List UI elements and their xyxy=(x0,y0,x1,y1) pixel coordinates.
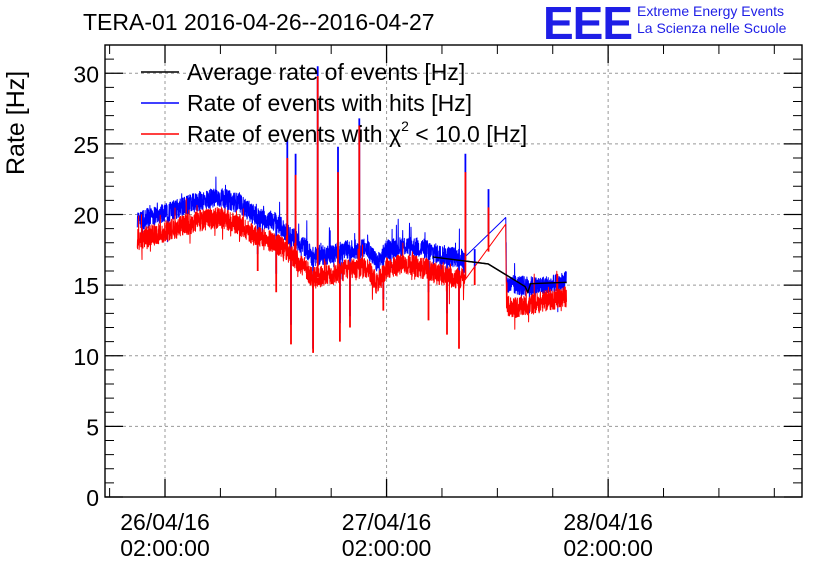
legend-label-hits: Rate of events with hits [Hz] xyxy=(187,90,472,116)
series-line-average-top xyxy=(432,256,567,295)
series-line-chi2 xyxy=(136,76,567,353)
legend: Average rate of events [Hz] Rate of event… xyxy=(141,59,527,147)
chart-title: TERA-01 2016-04-26--2016-04-27 xyxy=(83,9,435,35)
y-tick-label: 20 xyxy=(73,203,99,229)
x-tick-label-date: 28/04/16 xyxy=(563,509,653,535)
y-axis-label: Rate [Hz] xyxy=(2,70,30,175)
x-tick-label-date: 26/04/16 xyxy=(120,509,210,535)
y-tick-label: 5 xyxy=(86,414,99,440)
logo-line-2: La Scienza nelle Scuole xyxy=(637,20,787,36)
x-tick-label-time: 02:00:00 xyxy=(120,535,210,561)
y-tick-label: 30 xyxy=(73,61,99,87)
legend-label-avg: Average rate of events [Hz] xyxy=(187,59,465,85)
logo-line-1: Extreme Energy Events xyxy=(637,3,785,19)
y-tick-label: 10 xyxy=(73,344,99,370)
axis-ticks: 05101520253026/04/1602:00:0027/04/1602:0… xyxy=(73,45,802,561)
series-layer xyxy=(136,66,567,353)
y-tick-label: 25 xyxy=(73,132,99,158)
eee-logo: EEE xyxy=(543,0,633,49)
x-tick-label-date: 27/04/16 xyxy=(342,509,432,535)
legend-label-chi2: Rate of events with χ2 < 10.0 [Hz] xyxy=(187,118,527,147)
y-tick-label: 15 xyxy=(73,273,99,299)
x-tick-label-time: 02:00:00 xyxy=(342,535,432,561)
x-tick-label-time: 02:00:00 xyxy=(563,535,653,561)
y-tick-label: 0 xyxy=(86,485,99,511)
